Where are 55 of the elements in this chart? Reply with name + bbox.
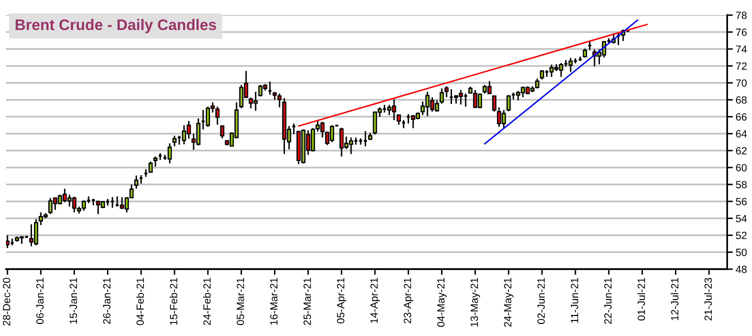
y-tick-label: 56 xyxy=(736,198,747,206)
y-tick-label: 62 xyxy=(736,147,747,154)
candlestick xyxy=(492,95,496,112)
y-tick-label: 52 xyxy=(736,232,747,240)
y-tick-label: 72 xyxy=(736,62,747,70)
y-tick-label: 50 xyxy=(736,248,747,256)
candlestick xyxy=(540,69,544,80)
candlestick xyxy=(134,174,138,190)
y-tick-label: 68 xyxy=(736,96,747,104)
x-tick-label: 04-May-21 xyxy=(437,278,447,327)
x-tick-label: 11-Jun-21 xyxy=(570,278,578,323)
y-tick-label: 54 xyxy=(736,214,747,222)
x-tick-label: 13-May-21 xyxy=(470,278,480,326)
x-tick-label: 23-Apr-21 xyxy=(404,278,414,324)
x-tick-label: 25-Mar-21 xyxy=(304,278,311,325)
y-tick-label: 76 xyxy=(736,28,747,36)
candlestick xyxy=(396,114,401,126)
candlestick xyxy=(153,156,158,168)
candlestick xyxy=(220,125,224,140)
candlestick xyxy=(148,160,153,173)
chart-title: Brent Crude - Daily Candles xyxy=(16,18,216,34)
x-tick-label: 28-Dec-20 xyxy=(2,278,10,326)
candlestick xyxy=(506,94,511,112)
x-tick-label: 24-Feb-21 xyxy=(203,278,211,325)
y-tick-label: 64 xyxy=(736,130,747,138)
x-tick-label: 04-Feb-21 xyxy=(136,278,144,326)
candlestick xyxy=(568,57,573,73)
x-tick-label: 01-Jul-21 xyxy=(637,278,646,320)
candlestick xyxy=(6,234,10,249)
x-tick-label: 06-Jan-21 xyxy=(36,278,44,324)
x-tick-label: 05-Mar-21 xyxy=(236,278,244,326)
x-tick-label: 24-May-21 xyxy=(504,278,514,327)
x-tick-label: 14-Apr-21 xyxy=(370,278,380,323)
y-tick-label: 58 xyxy=(736,180,747,188)
candlestick xyxy=(444,86,449,98)
y-tick-label: 66 xyxy=(736,113,747,121)
x-tick-label: 15-Feb-21 xyxy=(170,278,178,325)
x-tick-label: 12-Jul-21 xyxy=(670,278,678,320)
x-tick-label: 15-Jan-21 xyxy=(70,278,78,324)
candlestick xyxy=(168,142,172,164)
candlestick xyxy=(110,196,115,208)
x-tick-label: 05-Apr-21 xyxy=(336,278,346,324)
candlestick xyxy=(440,88,444,104)
y-tick-label: 78 xyxy=(736,12,747,19)
y-tick-label: 74 xyxy=(736,46,747,53)
y-tick-label: 60 xyxy=(736,164,747,172)
x-tick-label: 02-Jun-21 xyxy=(537,278,545,324)
x-tick-label: 21-Jul-23 xyxy=(704,278,712,320)
y-tick-label: 48 xyxy=(736,266,747,274)
y-tick-label: 70 xyxy=(736,79,747,87)
candlestick xyxy=(172,135,177,148)
x-tick-label: 16-Mar-21 xyxy=(270,278,278,325)
x-tick-label: 22-Jun-21 xyxy=(604,278,612,324)
x-tick-label: 26-Jan-21 xyxy=(103,278,110,324)
candlestick xyxy=(268,80,272,96)
